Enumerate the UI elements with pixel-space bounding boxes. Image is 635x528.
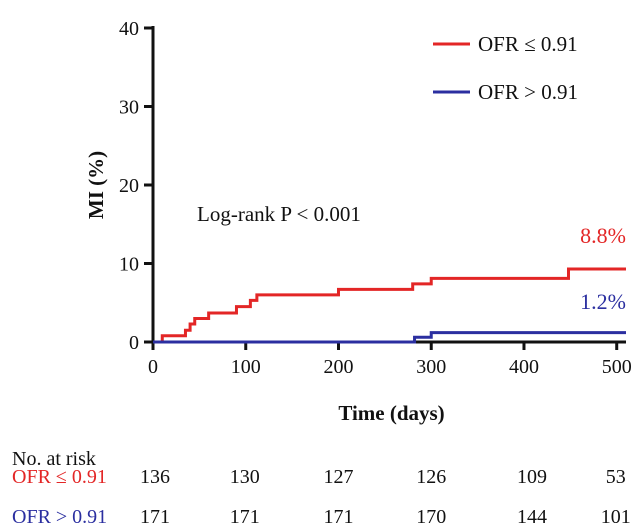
risk-value: 136: [140, 466, 170, 488]
risk-value: 130: [230, 466, 260, 488]
risk-row-label: OFR ≤ 0.91: [12, 466, 107, 488]
series-end-label: 8.8%: [580, 223, 626, 248]
y-tick-label: 0: [129, 332, 139, 354]
y-tick-label: 40: [119, 18, 139, 40]
x-tick-label: 300: [416, 356, 446, 378]
risk-value: 171: [323, 506, 353, 528]
x-tick-label: 400: [509, 356, 539, 378]
x-tick-label: 500: [602, 356, 632, 378]
risk-value: 109: [517, 466, 547, 488]
risk-value: 53: [606, 466, 626, 488]
y-tick-label: 10: [119, 254, 139, 276]
legend-label: OFR ≤ 0.91: [478, 32, 578, 56]
risk-table-title: No. at risk: [12, 448, 96, 470]
y-tick-label: 30: [119, 97, 139, 119]
risk-value: 101: [601, 506, 631, 528]
axes: [145, 26, 626, 344]
x-tick-label: 0: [148, 356, 158, 378]
x-tick-label: 100: [231, 356, 261, 378]
series-end-label: 1.2%: [580, 289, 626, 314]
series-line: [153, 267, 626, 344]
series-line: [153, 331, 626, 344]
y-tick-label: 20: [119, 175, 139, 197]
risk-value: 144: [517, 506, 547, 528]
risk-value: 170: [416, 506, 446, 528]
series-layer: 8.8% 1.2%: [153, 223, 626, 344]
legend-label: OFR > 0.91: [478, 80, 578, 104]
log-rank-annotation: Log-rank P < 0.001: [197, 202, 361, 226]
x-axis-title: Time (days): [338, 401, 444, 425]
y-axis-title: MI (%): [84, 151, 108, 219]
legend: OFR ≤ 0.91 OFR > 0.91: [433, 32, 578, 104]
risk-value: 126: [416, 466, 446, 488]
risk-row-label: OFR > 0.91: [12, 506, 107, 528]
x-ticks: 0 100 200 300 400 500: [148, 342, 632, 378]
risk-value: 127: [323, 466, 353, 488]
x-tick-label: 200: [323, 356, 353, 378]
y-ticks: 0 10 20 30 40: [119, 18, 153, 354]
risk-value: 171: [230, 506, 260, 528]
risk-table: No. at risk OFR ≤ 0.91 136 130 127 126 109 53 O…: [12, 448, 631, 528]
risk-value: 171: [140, 506, 170, 528]
